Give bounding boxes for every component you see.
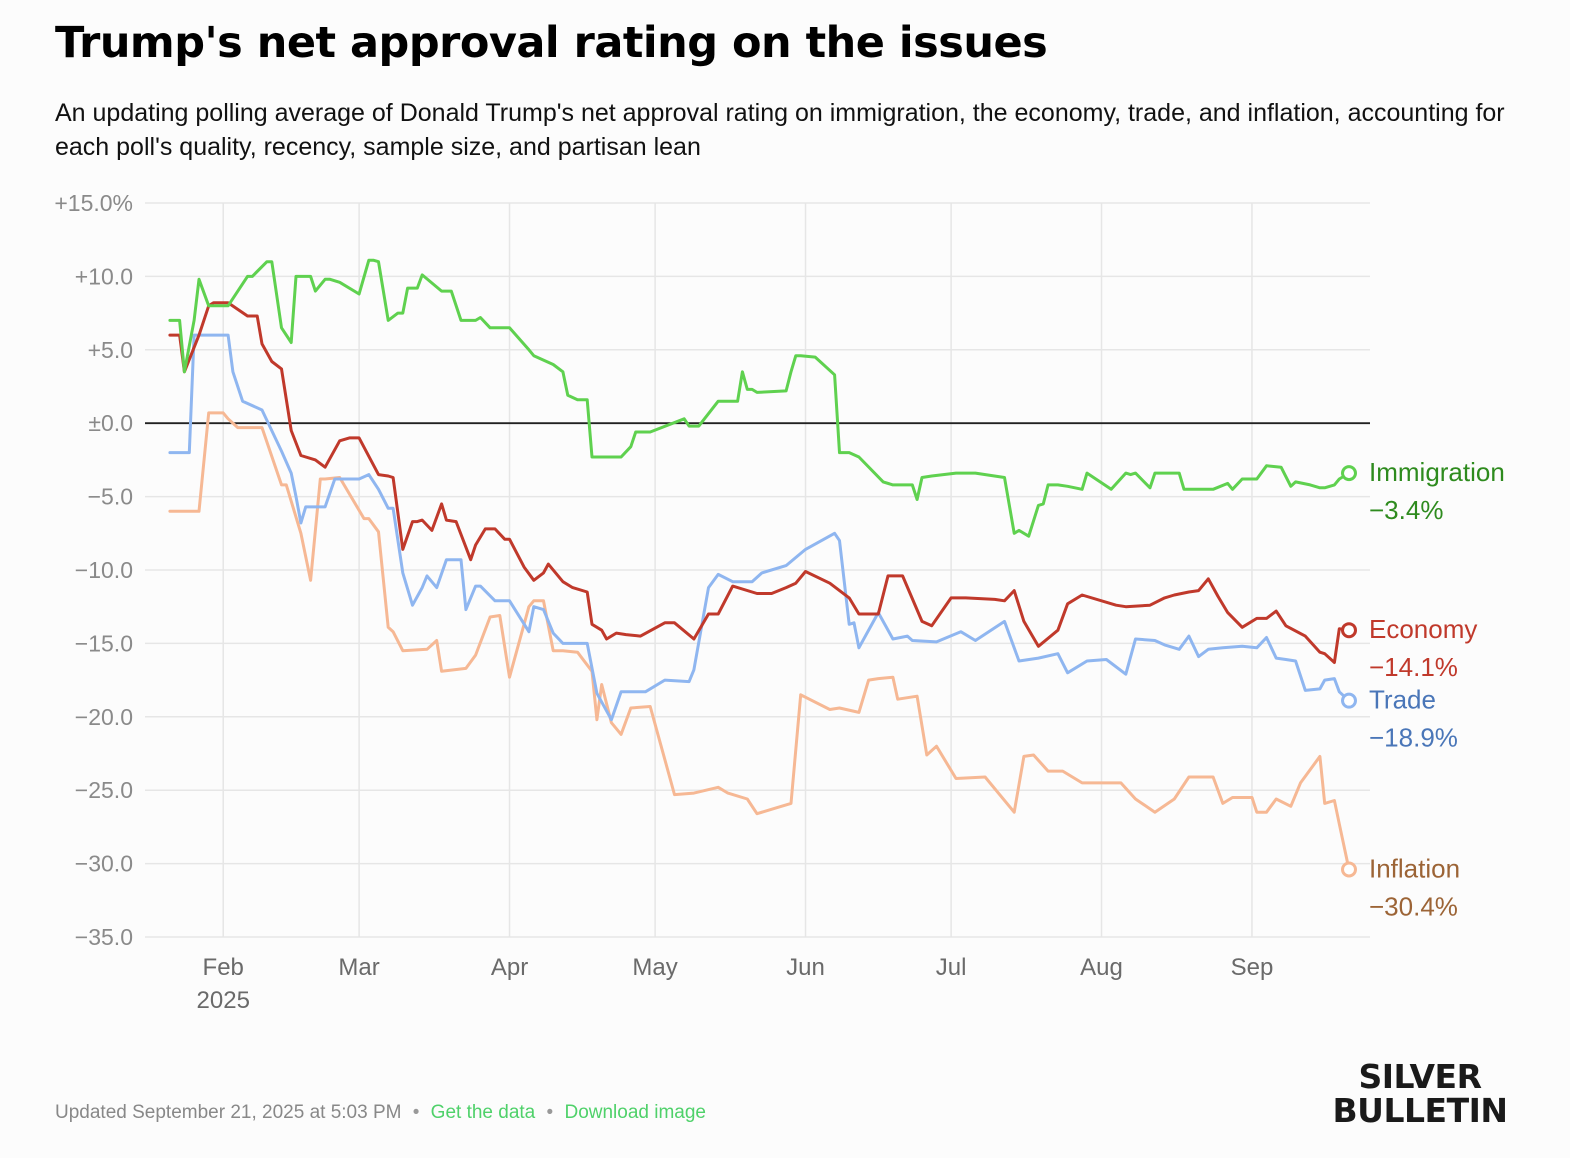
series-value-label: −14.1% (1369, 652, 1458, 682)
x-tick-label: May (632, 954, 677, 981)
series-line-immigration (168, 258, 1351, 538)
x-tick-year-label: 2025 (197, 987, 250, 1014)
series-line-trade (168, 333, 1351, 722)
x-tick-label: Aug (1080, 954, 1123, 981)
y-tick-label: +15.0% (54, 190, 133, 216)
x-tick-label: Mar (338, 954, 379, 981)
series-value-label: −30.4% (1369, 891, 1458, 921)
chart-subtitle: An updating polling average of Donald Tr… (55, 99, 1505, 161)
silver-bulletin-logo: SILVER BULLETIN (1330, 1060, 1510, 1128)
x-tick-label: Jun (786, 954, 825, 981)
y-tick-label: −10.0 (75, 557, 133, 583)
series-name-label: Inflation (1369, 853, 1460, 883)
y-tick-label: ±0.0 (88, 410, 133, 436)
x-tick-label: Jul (936, 954, 967, 981)
end-marker-economy (1341, 622, 1357, 639)
y-tick-label: +5.0 (88, 337, 133, 363)
x-tick-label: Feb (203, 954, 244, 981)
series-name-label: Trade (1369, 685, 1436, 715)
y-tick-label: −20.0 (75, 704, 133, 730)
logo-line-2: BULLETIN (1332, 1091, 1508, 1130)
footer: Updated September 21, 2025 at 5:03 PM • … (55, 1102, 706, 1124)
logo-line-1: SILVER (1358, 1057, 1482, 1096)
y-tick-label: −5.0 (88, 484, 133, 510)
download-image-link[interactable]: Download image (564, 1102, 706, 1123)
get-data-link[interactable]: Get the data (430, 1102, 536, 1123)
chart-title: Trump's net approval rating on the issue… (55, 18, 1048, 68)
series-name-label: Immigration (1369, 457, 1505, 487)
series-name-label: Economy (1369, 614, 1477, 644)
y-tick-label: −30.0 (75, 851, 133, 877)
y-tick-label: −35.0 (75, 924, 133, 950)
y-tick-label: +10.0 (75, 263, 133, 289)
end-marker-trade (1341, 692, 1357, 709)
end-marker-inflation (1341, 861, 1357, 878)
footer-separator: • (412, 1102, 420, 1123)
y-tick-label: −25.0 (75, 777, 133, 803)
footer-separator: • (546, 1102, 554, 1123)
y-tick-label: −15.0 (75, 630, 133, 656)
series-value-label: −18.9% (1369, 723, 1458, 753)
end-marker-immigration (1341, 465, 1357, 482)
updated-timestamp: Updated September 21, 2025 at 5:03 PM (55, 1102, 402, 1123)
series-line-economy (168, 301, 1351, 664)
x-tick-label: Sep (1231, 954, 1274, 981)
line-chart: +15.0% +10.0 +5.0 ±0.0 −5.0 −10.0 −15.0 −20.0 −2… (54, 190, 1505, 1014)
x-tick-label: Apr (491, 954, 528, 981)
series-value-label: −3.4% (1369, 495, 1443, 525)
series-line-inflation (168, 411, 1351, 871)
